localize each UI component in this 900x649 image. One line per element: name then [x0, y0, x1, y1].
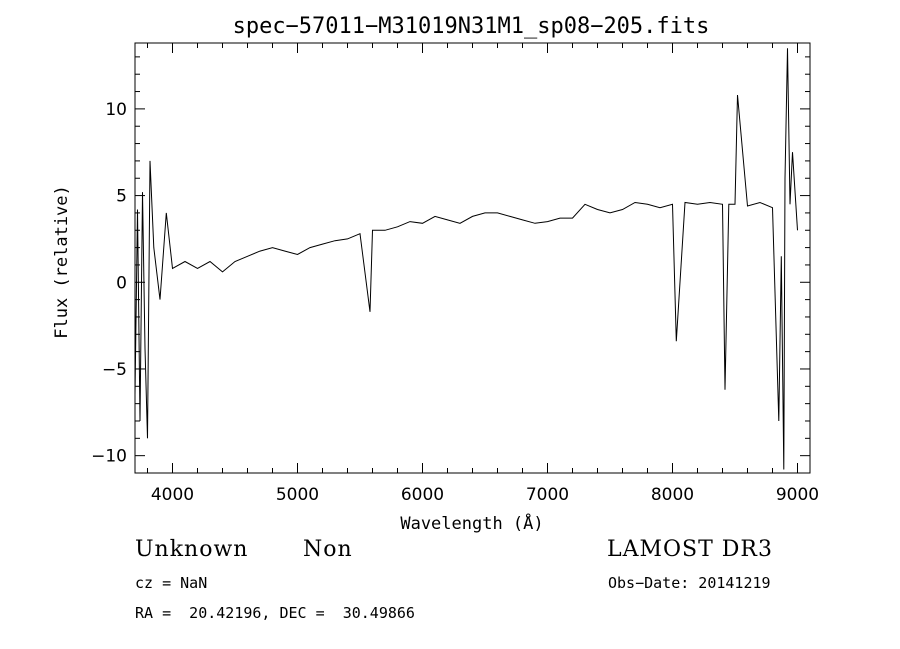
- observation-date: Obs−Date: 20141219: [608, 574, 771, 592]
- x-tick-label: 6000: [401, 485, 444, 505]
- x-axis-ticks: 4000 5000 6000 7000 8000 9000: [147, 43, 819, 505]
- spectrum-chart: spec−57011−M31019N31M1_sp08−205.fits 400…: [52, 14, 819, 534]
- object-class: Unknown: [135, 537, 249, 562]
- x-axis-label: Wavelength (Å): [400, 512, 543, 534]
- survey-name: LAMOST DR3: [607, 537, 773, 562]
- object-subclass: Non: [303, 537, 353, 562]
- x-tick-label: 8000: [651, 485, 694, 505]
- redshift-value: cz = NaN: [135, 574, 208, 592]
- y-axis-ticks: −10 −5 0 5 10: [91, 56, 810, 467]
- y-tick-label: 0: [116, 273, 127, 293]
- y-tick-label: −5: [102, 360, 127, 380]
- y-tick-label: 5: [116, 187, 127, 207]
- x-tick-label: 4000: [151, 485, 194, 505]
- spectrum-line: [134, 48, 798, 470]
- y-tick-label: −10: [91, 447, 127, 467]
- x-tick-label: 7000: [526, 485, 569, 505]
- x-tick-label: 5000: [276, 485, 319, 505]
- coordinates: RA = 20.42196, DEC = 30.49866: [135, 604, 415, 622]
- y-axis-label: Flux (relative): [52, 185, 72, 339]
- y-tick-label: 10: [105, 100, 127, 120]
- plot-frame: [134, 42, 811, 474]
- x-tick-label: 9000: [776, 485, 819, 505]
- chart-title: spec−57011−M31019N31M1_sp08−205.fits: [233, 14, 710, 39]
